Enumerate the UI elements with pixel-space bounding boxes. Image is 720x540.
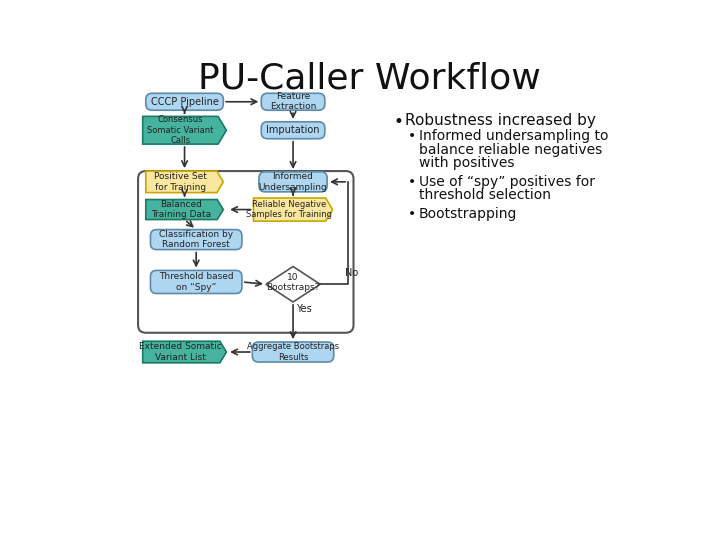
Text: PU-Caller Workflow: PU-Caller Workflow	[197, 62, 541, 96]
Text: No: No	[345, 268, 358, 279]
Polygon shape	[266, 267, 320, 302]
FancyBboxPatch shape	[150, 230, 242, 249]
Text: •: •	[408, 207, 416, 221]
Text: balance reliable negatives: balance reliable negatives	[418, 143, 602, 157]
FancyBboxPatch shape	[261, 93, 325, 110]
FancyBboxPatch shape	[253, 342, 334, 362]
Text: •: •	[394, 112, 404, 131]
Polygon shape	[253, 198, 333, 221]
Text: •: •	[408, 175, 416, 189]
Text: Feature
Extraction: Feature Extraction	[270, 92, 316, 111]
Text: with positives: with positives	[418, 156, 514, 170]
Text: Use of “spy” positives for: Use of “spy” positives for	[418, 175, 595, 189]
FancyBboxPatch shape	[259, 172, 327, 192]
FancyBboxPatch shape	[150, 271, 242, 294]
Polygon shape	[145, 200, 223, 220]
Text: Informed undersampling to: Informed undersampling to	[418, 130, 608, 144]
Text: Imputation: Imputation	[266, 125, 320, 135]
Polygon shape	[145, 171, 223, 193]
Polygon shape	[143, 117, 226, 144]
Text: Consensus
Somatic Variant
Calls: Consensus Somatic Variant Calls	[148, 116, 214, 145]
Text: Extended Somatic
Variant List: Extended Somatic Variant List	[139, 342, 222, 362]
FancyBboxPatch shape	[145, 93, 223, 110]
Text: Classification by
Random Forest: Classification by Random Forest	[159, 230, 233, 249]
Text: Robustness increased by: Robustness increased by	[405, 112, 596, 127]
Polygon shape	[143, 341, 226, 363]
Text: Threshold based
on “Spy”: Threshold based on “Spy”	[159, 272, 233, 292]
Text: Balanced
Training Data: Balanced Training Data	[150, 200, 211, 219]
Text: Informed
Undersampling: Informed Undersampling	[258, 172, 328, 192]
Text: 10
Bootstraps?: 10 Bootstraps?	[266, 273, 320, 292]
Text: Reliable Negative
Samples for Training: Reliable Negative Samples for Training	[246, 200, 332, 219]
Text: Bootstrapping: Bootstrapping	[418, 207, 517, 221]
Text: Aggregate Bootstraps
Results: Aggregate Bootstraps Results	[247, 342, 339, 362]
Text: CCCP Pipeline: CCCP Pipeline	[150, 97, 218, 107]
Text: Positive Set
for Training: Positive Set for Training	[154, 172, 207, 192]
Text: threshold selection: threshold selection	[418, 188, 551, 202]
Text: Yes: Yes	[296, 304, 312, 314]
Text: •: •	[408, 130, 416, 144]
FancyBboxPatch shape	[261, 122, 325, 139]
